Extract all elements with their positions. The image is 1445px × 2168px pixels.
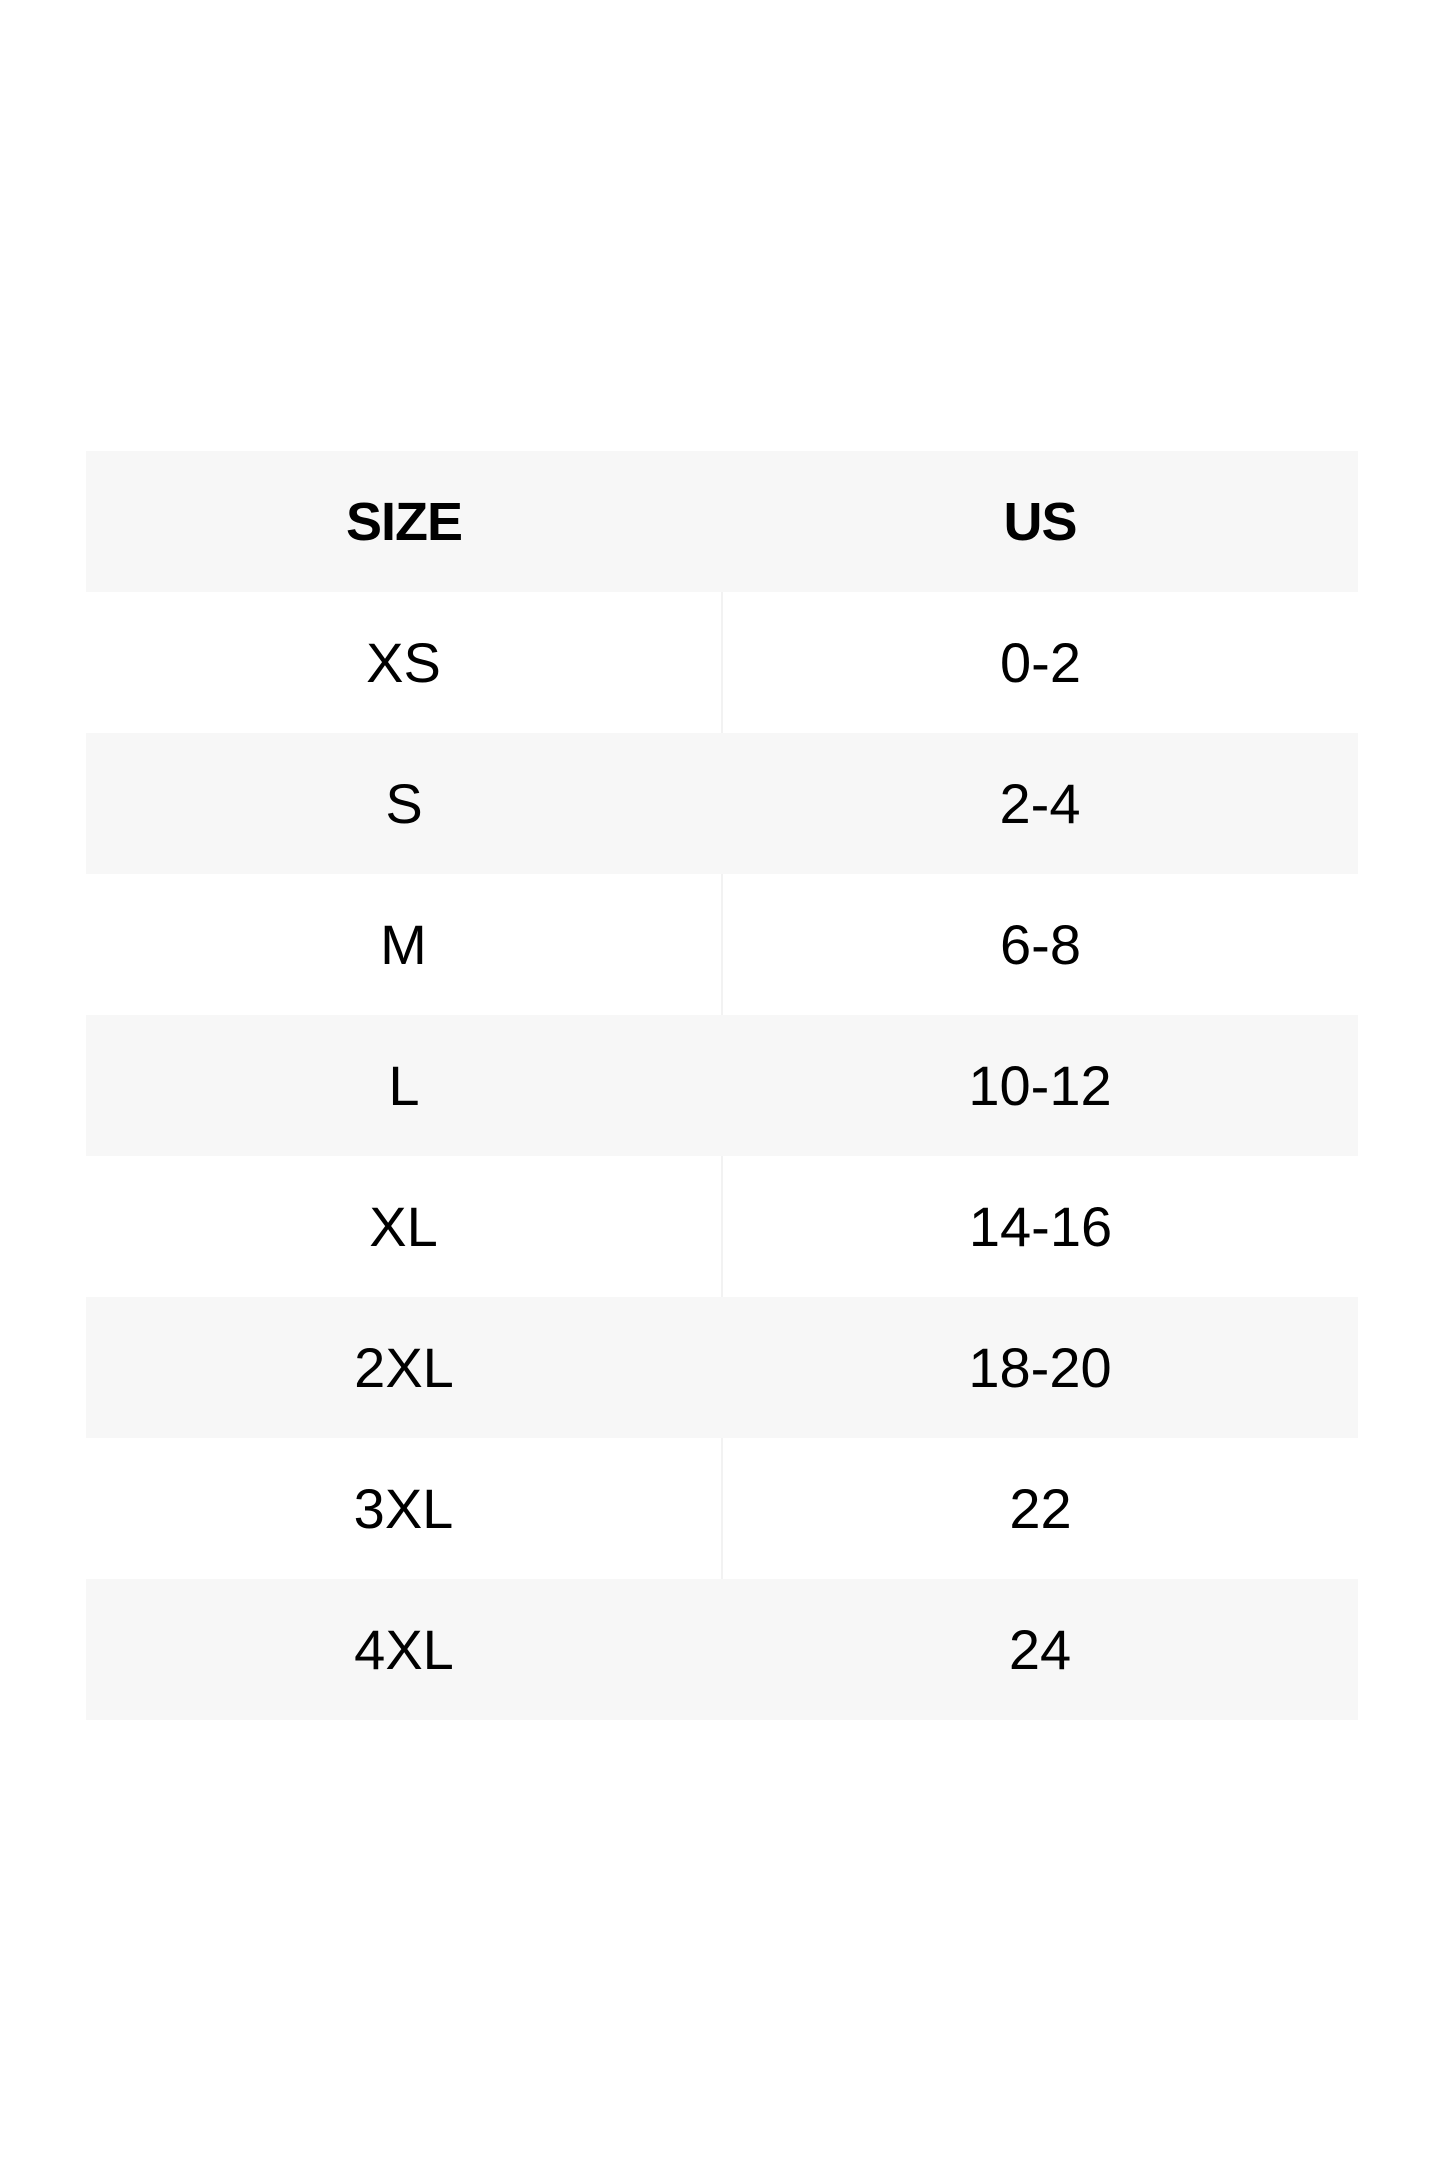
table-row: S 2-4 [86,733,1358,874]
us-cell: 18-20 [968,1336,1112,1399]
size-cell: 2XL [354,1336,454,1399]
size-chart-table: SIZE US XS 0-2 S 2-4 M 6-8 L 10-12 XL 14-16 2XL 18-… [86,451,1358,1720]
us-cell: 0-2 [1000,631,1081,694]
us-cell: 14-16 [968,1195,1113,1258]
size-cell: M [86,874,723,1015]
table-header-row: SIZE US [86,451,1358,592]
us-cell: 22 [1009,1477,1072,1540]
size-cell: XL [86,1156,723,1297]
us-cell: 2-4 [999,772,1081,835]
header-size: SIZE [345,491,463,552]
us-cell: 6-8 [1000,913,1081,976]
size-cell: XS [86,592,723,733]
size-cell: 3XL [86,1438,723,1579]
size-cell: 4XL [354,1618,454,1681]
size-cell: S [385,772,423,835]
table-row: 2XL 18-20 [86,1297,1358,1438]
table-row: 3XL 22 [86,1438,1358,1579]
table-row: L 10-12 [86,1015,1358,1156]
us-cell: 24 [1008,1618,1072,1681]
header-us: US [1003,491,1077,552]
table-row: XS 0-2 [86,592,1358,733]
table-row: 4XL 24 [86,1579,1358,1720]
size-cell: L [388,1054,420,1117]
table-row: M 6-8 [86,874,1358,1015]
us-cell: 10-12 [968,1054,1112,1117]
table-row: XL 14-16 [86,1156,1358,1297]
